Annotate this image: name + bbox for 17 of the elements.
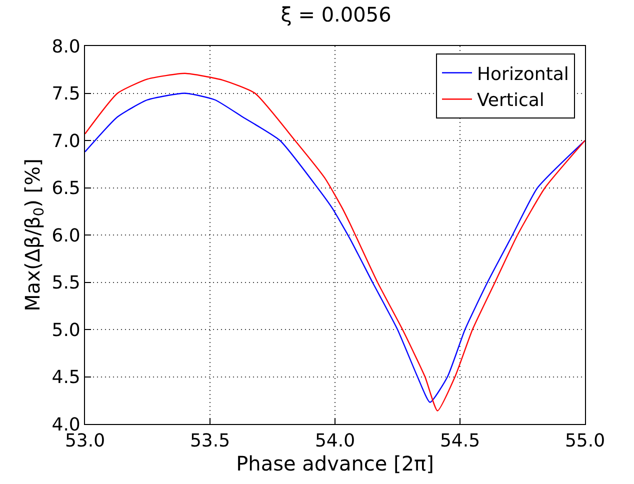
y-tick-label: 5.0	[52, 320, 80, 341]
chart-title: ξ = 0.0056	[280, 2, 392, 26]
x-tick-label: 54.0	[314, 430, 356, 452]
y-tick-label: 6.0	[52, 225, 80, 246]
legend-label: Vertical	[477, 90, 544, 112]
y-tick-label: 6.5	[52, 178, 80, 200]
x-tick-label: 54.5	[440, 430, 480, 452]
legend-label: Horizontal	[477, 64, 569, 85]
x-axis-title: Phase advance [2π]	[236, 452, 434, 476]
x-tick-label: 53.5	[190, 430, 230, 452]
y-tick-label: 7.0	[52, 130, 80, 152]
y-tick-label: 7.5	[52, 84, 80, 105]
y-tick-label: 8.0	[52, 36, 80, 58]
y-tick-label: 4.5	[52, 367, 80, 388]
x-tick-label: 55.0	[564, 430, 606, 452]
x-tick-label: 53.0	[64, 430, 106, 452]
y-tick-label: 5.5	[52, 272, 80, 294]
